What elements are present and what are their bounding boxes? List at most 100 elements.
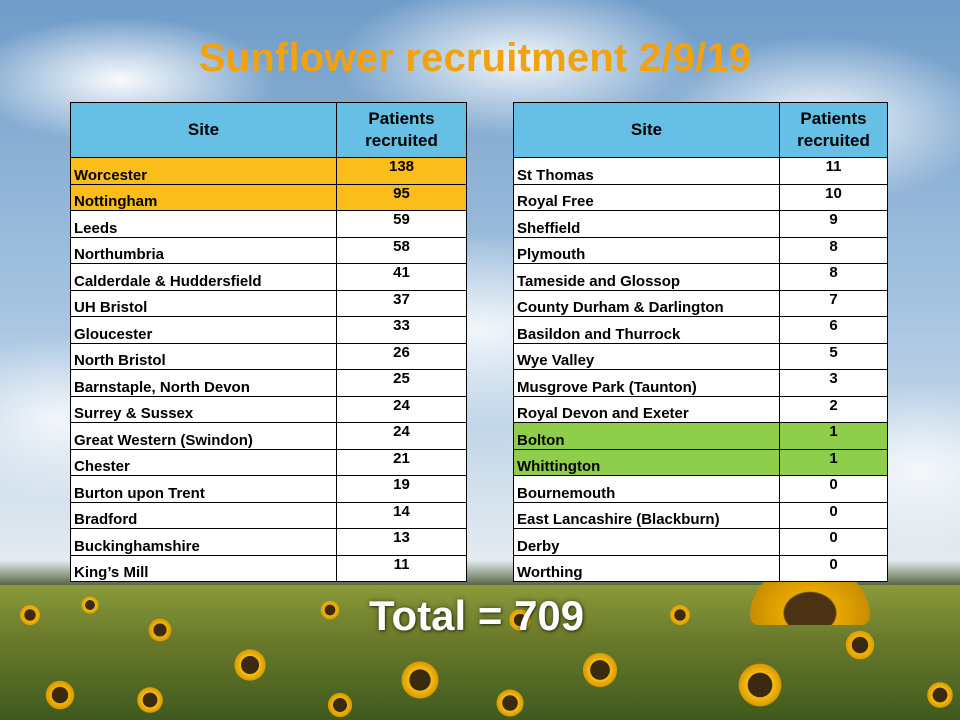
patients-count-cell: 95: [336, 183, 467, 211]
site-name-cell: UH Bristol: [70, 289, 337, 317]
patients-count-cell: 5: [779, 342, 888, 370]
patients-count-cell: 3: [779, 369, 888, 397]
site-name-cell: County Durham & Darlington: [513, 289, 780, 317]
patients-count-cell: 0: [779, 554, 888, 582]
table-header-row: Site Patients recruited: [513, 102, 888, 158]
site-name-cell: Leeds: [70, 210, 337, 238]
table-header-row: Site Patients recruited: [70, 102, 467, 158]
patients-count-cell: 0: [779, 501, 888, 529]
patients-count-cell: 19: [336, 475, 467, 503]
site-name-cell: Bolton: [513, 422, 780, 450]
site-name-cell: Tameside and Glossop: [513, 263, 780, 291]
table-row: Royal Free 10: [513, 183, 888, 211]
site-name-cell: Worthing: [513, 554, 780, 582]
site-name-cell: Royal Devon and Exeter: [513, 395, 780, 423]
patients-count-cell: 14: [336, 501, 467, 529]
table-row: Derby 0: [513, 528, 888, 556]
patients-count-cell: 33: [336, 316, 467, 344]
patients-count-cell: 21: [336, 448, 467, 476]
patients-count-cell: 41: [336, 263, 467, 291]
patients-count-cell: 11: [336, 554, 467, 582]
site-name-cell: Bradford: [70, 501, 337, 529]
right-table-body: St Thomas 11 Royal Free 10 Sheffield 9 Plymout…: [513, 157, 888, 582]
table-row: East Lancashire (Blackburn) 0: [513, 501, 888, 529]
patients-count-cell: 0: [779, 475, 888, 503]
site-name-cell: Surrey & Sussex: [70, 395, 337, 423]
table-row: Nottingham 95: [70, 183, 467, 211]
site-column-header: Site: [513, 102, 780, 158]
table-row: Worcester 138: [70, 157, 467, 185]
patients-count-cell: 9: [779, 210, 888, 238]
patients-count-cell: 24: [336, 395, 467, 423]
table-row: Leeds 59: [70, 210, 467, 238]
table-row: Royal Devon and Exeter 2: [513, 395, 888, 423]
table-row: Sheffield 9: [513, 210, 888, 238]
left-table-body: Worcester 138 Nottingham 95 Leeds 59 Northumbr…: [70, 157, 467, 582]
patients-count-cell: 8: [779, 236, 888, 264]
site-name-cell: King’s Mill: [70, 554, 337, 582]
table-row: County Durham & Darlington 7: [513, 289, 888, 317]
site-name-cell: East Lancashire (Blackburn): [513, 501, 780, 529]
table-row: Surrey & Sussex 24: [70, 395, 467, 423]
site-column-header: Site: [70, 102, 337, 158]
site-name-cell: Calderdale & Huddersfield: [70, 263, 337, 291]
site-name-cell: Whittington: [513, 448, 780, 476]
patients-column-header: Patients recruited: [779, 102, 888, 158]
patients-count-cell: 1: [779, 448, 888, 476]
patients-count-cell: 58: [336, 236, 467, 264]
patients-count-cell: 0: [779, 528, 888, 556]
table-row: Great Western (Swindon) 24: [70, 422, 467, 450]
site-name-cell: North Bristol: [70, 342, 337, 370]
patients-count-cell: 24: [336, 422, 467, 450]
site-name-cell: Plymouth: [513, 236, 780, 264]
table-row: North Bristol 26: [70, 342, 467, 370]
table-row: Basildon and Thurrock 6: [513, 316, 888, 344]
patients-count-cell: 37: [336, 289, 467, 317]
patients-count-cell: 7: [779, 289, 888, 317]
site-name-cell: Barnstaple, North Devon: [70, 369, 337, 397]
table-row: Bradford 14: [70, 501, 467, 529]
site-name-cell: Royal Free: [513, 183, 780, 211]
table-row: Worthing 0: [513, 554, 888, 582]
table-row: St Thomas 11: [513, 157, 888, 185]
patients-count-cell: 26: [336, 342, 467, 370]
table-row: Wye Valley 5: [513, 342, 888, 370]
total-recruited: Total = 709: [369, 592, 585, 639]
patients-count-cell: 8: [779, 263, 888, 291]
table-row: Tameside and Glossop 8: [513, 263, 888, 291]
patients-count-cell: 11: [779, 157, 888, 185]
site-name-cell: Buckinghamshire: [70, 528, 337, 556]
site-name-cell: Bournemouth: [513, 475, 780, 503]
left-recruitment-table: Site Patients recruited Worcester 138 Nott…: [70, 102, 467, 582]
table-row: Plymouth 8: [513, 236, 888, 264]
table-row: Burton upon Trent 19: [70, 475, 467, 503]
site-name-cell: Derby: [513, 528, 780, 556]
table-row: Barnstaple, North Devon 25: [70, 369, 467, 397]
site-name-cell: Gloucester: [70, 316, 337, 344]
table-row: Calderdale & Huddersfield 41: [70, 263, 467, 291]
table-row: Bolton 1: [513, 422, 888, 450]
patients-count-cell: 59: [336, 210, 467, 238]
site-name-cell: Sheffield: [513, 210, 780, 238]
table-row: Buckinghamshire 13: [70, 528, 467, 556]
site-name-cell: Musgrove Park (Taunton): [513, 369, 780, 397]
site-name-cell: Wye Valley: [513, 342, 780, 370]
slide-title: Sunflower recruitment 2/9/19: [198, 36, 752, 80]
table-row: King’s Mill 11: [70, 554, 467, 582]
patients-column-header: Patients recruited: [336, 102, 467, 158]
table-row: Chester 21: [70, 448, 467, 476]
table-row: Musgrove Park (Taunton) 3: [513, 369, 888, 397]
patients-count-cell: 138: [336, 157, 467, 185]
patients-count-cell: 10: [779, 183, 888, 211]
table-row: Northumbria 58: [70, 236, 467, 264]
site-name-cell: St Thomas: [513, 157, 780, 185]
site-name-cell: Great Western (Swindon): [70, 422, 337, 450]
table-row: UH Bristol 37: [70, 289, 467, 317]
patients-count-cell: 25: [336, 369, 467, 397]
site-name-cell: Worcester: [70, 157, 337, 185]
table-row: Gloucester 33: [70, 316, 467, 344]
site-name-cell: Nottingham: [70, 183, 337, 211]
table-row: Bournemouth 0: [513, 475, 888, 503]
site-name-cell: Northumbria: [70, 236, 337, 264]
site-name-cell: Burton upon Trent: [70, 475, 337, 503]
